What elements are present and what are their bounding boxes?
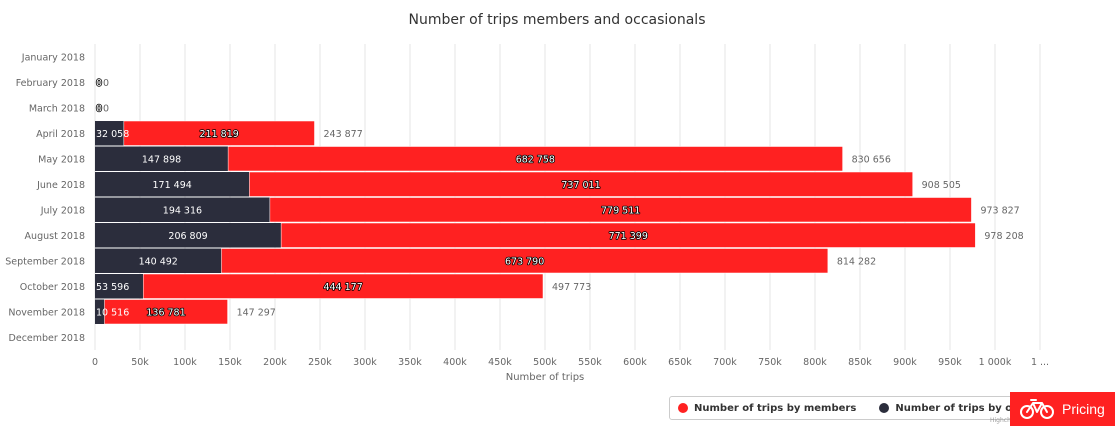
- chart-credits[interactable]: Highcharts: [990, 417, 1023, 424]
- x-tick-label: 800k: [803, 357, 827, 368]
- x-tick-label: 550k: [578, 357, 602, 368]
- x-tick-label: 750k: [758, 357, 782, 368]
- x-tick-label: 200k: [263, 357, 287, 368]
- y-tick-label: July 2018: [40, 205, 85, 216]
- data-label-occasionals: 140 492: [139, 256, 178, 267]
- y-tick-label: June 2018: [36, 180, 85, 191]
- data-label-occasionals: 10 516: [96, 307, 129, 318]
- x-tick-label: 150k: [218, 357, 242, 368]
- x-tick-label: 300k: [353, 357, 377, 368]
- data-label-occasionals: 32 058: [96, 129, 129, 140]
- data-label-total: 973 827: [980, 205, 1019, 216]
- data-label-members: 682 758: [516, 154, 555, 165]
- legend-occasionals-dot: [879, 403, 890, 413]
- data-label-members: 737 011: [561, 180, 600, 191]
- y-tick-label: May 2018: [38, 154, 85, 165]
- grid-lines: [94, 44, 1041, 350]
- y-tick-label: November 2018: [8, 307, 85, 318]
- bar-members[interactable]: [280, 222, 976, 248]
- x-tick-label: 950k: [938, 357, 962, 368]
- data-label-total: 147 297: [237, 307, 276, 318]
- x-tick-label: 600k: [623, 357, 647, 368]
- y-tick-label: January 2018: [21, 52, 85, 63]
- bar-occasionals[interactable]: [95, 121, 124, 146]
- data-label-occasionals: 0: [96, 78, 102, 89]
- x-tick-label: 0: [92, 357, 98, 368]
- data-label-total: 497 773: [552, 282, 591, 293]
- y-tick-label: February 2018: [16, 78, 85, 89]
- bar-members[interactable]: [227, 146, 843, 172]
- x-tick-label: 500k: [533, 357, 557, 368]
- pricing-button[interactable]: Pricing: [1010, 392, 1115, 426]
- bar-members[interactable]: [104, 299, 228, 325]
- data-label-occasionals: 206 809: [168, 231, 207, 242]
- legend-members-dot: [678, 403, 688, 413]
- data-label-total: 830 656: [852, 154, 891, 165]
- bar-members[interactable]: [249, 171, 913, 197]
- data-label-total: 978 208: [984, 231, 1023, 242]
- x-tick-label: 350k: [398, 357, 422, 368]
- legend-occasionals-label: Number of trips by occasionals: [895, 402, 1069, 414]
- data-label-members: 771 399: [609, 231, 648, 242]
- bar-occasionals[interactable]: [95, 197, 270, 222]
- x-tick-label: 1 ...: [1031, 357, 1049, 368]
- bar-occasionals[interactable]: [95, 248, 222, 273]
- bar-members[interactable]: [221, 248, 829, 274]
- y-axis-labels: January 2018 February 2018 March 2018 April…: [5, 52, 85, 344]
- data-label-members: 0: [103, 78, 109, 89]
- legend: Number of trips by members Number of tri…: [669, 396, 1069, 420]
- data-label-members: 673 790: [505, 256, 544, 267]
- y-tick-label: September 2018: [5, 256, 85, 267]
- x-axis-labels: 0 50k 100k 150k 200k 250k 300k 350k 400k 450k 500k…: [92, 357, 1049, 368]
- y-tick-label: March 2018: [29, 103, 85, 114]
- bar-members[interactable]: [142, 273, 544, 299]
- bar-members[interactable]: [123, 120, 315, 146]
- bar-occasionals[interactable]: [95, 172, 250, 197]
- pricing-label: Pricing: [1062, 401, 1105, 417]
- data-label-members: 0: [103, 103, 109, 114]
- legend-item-occasionals[interactable]: Number of trips by occasionals: [879, 397, 1069, 419]
- x-tick-label: 400k: [443, 357, 467, 368]
- data-label-occasionals: 194 316: [163, 205, 202, 216]
- data-label-members: 211 819: [200, 129, 239, 140]
- data-label-members: 444 177: [323, 282, 362, 293]
- bar-occasionals[interactable]: [95, 223, 282, 248]
- x-tick-label: 450k: [488, 357, 512, 368]
- y-tick-label: April 2018: [36, 129, 85, 140]
- y-tick-label: October 2018: [20, 282, 85, 293]
- bar-occasionals[interactable]: [95, 146, 229, 171]
- chart-title: Number of trips members and occasionals: [408, 12, 705, 28]
- bicycle-icon: [1020, 399, 1054, 419]
- x-tick-label: 50k: [131, 357, 149, 368]
- x-tick-label: 1 000k: [979, 357, 1012, 368]
- data-label-occasionals: 0: [96, 103, 102, 114]
- data-label-occasionals: 53 596: [96, 282, 129, 293]
- data-label-total: 814 282: [837, 256, 876, 267]
- x-tick-label: 250k: [308, 357, 332, 368]
- legend-members-label: Number of trips by members: [694, 402, 857, 414]
- legend-item-members[interactable]: Number of trips by members: [678, 397, 856, 419]
- x-tick-label: 700k: [713, 357, 737, 368]
- x-tick-label: 650k: [668, 357, 692, 368]
- y-tick-label: December 2018: [9, 333, 85, 344]
- x-axis-title: Number of trips: [506, 372, 585, 383]
- y-tick-label: August 2018: [25, 231, 85, 242]
- data-label-occasionals: 147 898: [142, 154, 181, 165]
- x-tick-label: 900k: [893, 357, 917, 368]
- data-label-total: 908 505: [922, 180, 961, 191]
- x-tick-label: 850k: [848, 357, 872, 368]
- data-label-members: 779 511: [601, 205, 640, 216]
- data-label-total: 243 877: [323, 129, 362, 140]
- bar-occasionals[interactable]: [95, 299, 105, 324]
- data-label-members: 136 781: [146, 307, 185, 318]
- data-label-occasionals: 171 494: [153, 180, 192, 191]
- x-tick-label: 100k: [173, 357, 197, 368]
- bar-members[interactable]: [269, 197, 972, 223]
- bar-occasionals[interactable]: [95, 274, 144, 299]
